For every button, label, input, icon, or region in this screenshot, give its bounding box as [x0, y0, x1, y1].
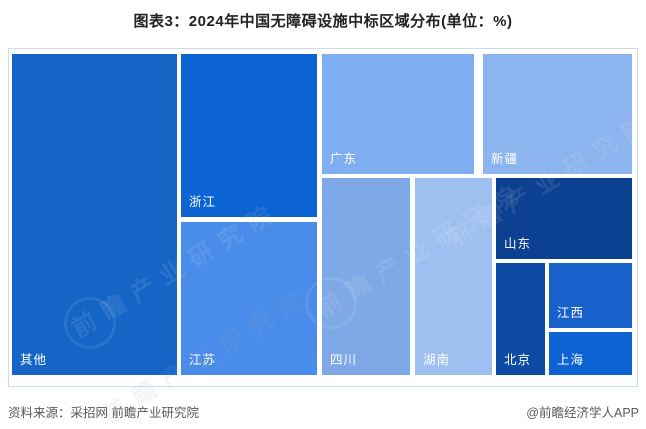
treemap-tile: 湖南 [415, 178, 492, 375]
treemap-tile-label: 北京 [504, 353, 532, 367]
treemap-tile: 上海 [549, 332, 632, 375]
treemap-tile: 江西 [549, 263, 632, 328]
treemap-tile-label: 江苏 [189, 353, 217, 367]
treemap-tile: 江苏 [181, 222, 317, 375]
treemap-tile-label: 浙江 [189, 195, 217, 209]
treemap-tile-label: 江西 [557, 306, 585, 320]
source-note: 资料来源：采招网 前瞻产业研究院 [8, 406, 199, 420]
chart-footer: 资料来源：采招网 前瞻产业研究院 @前瞻经济学人APP [0, 398, 646, 422]
app-credit: @前瞻经济学人APP [526, 406, 639, 420]
chart-title: 图表3：2024年中国无障碍设施中标区域分布(单位：%) [133, 13, 513, 30]
treemap-tile-label: 新疆 [491, 152, 519, 166]
treemap-tile: 四川 [322, 178, 410, 375]
treemap-tile-label: 上海 [557, 353, 585, 367]
treemap-tile-label: 湖南 [423, 353, 451, 367]
treemap-tile-label: 山东 [504, 237, 532, 251]
treemap-tile: 浙江 [181, 54, 317, 217]
treemap-tile: 其他 [12, 54, 177, 375]
treemap-tile: 新疆 [483, 54, 632, 174]
treemap-tile-label: 广东 [330, 152, 358, 166]
treemap-tile: 山东 [496, 178, 632, 259]
treemap-tile-label: 其他 [20, 353, 48, 367]
treemap-tile: 北京 [496, 263, 545, 375]
treemap-tile: 广东 [322, 54, 474, 174]
treemap-tile-label: 四川 [330, 353, 358, 367]
